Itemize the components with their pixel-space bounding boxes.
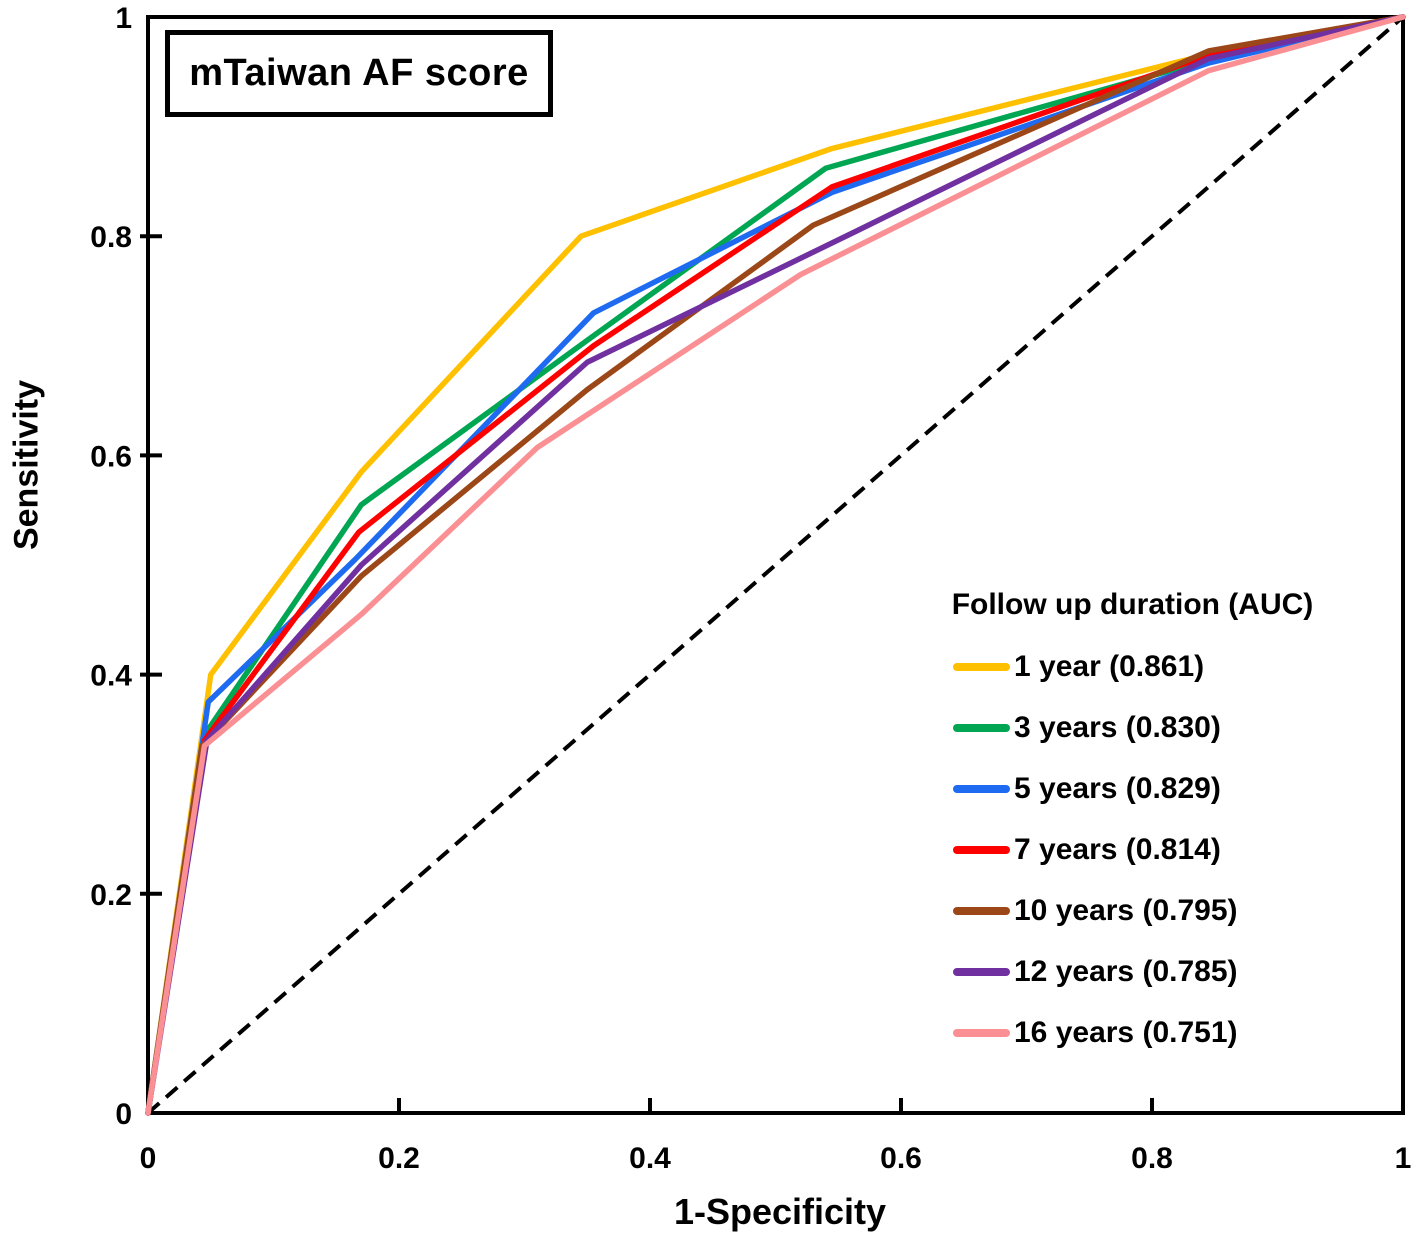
legend-swatch-7-years (953, 845, 1010, 854)
legend-item-7-years: 7 years (0.814) (940, 819, 1325, 880)
legend-swatch-12-years (953, 967, 1010, 976)
legend-item-5-years: 5 years (0.829) (940, 758, 1325, 819)
legend-swatch-3-years (953, 723, 1010, 732)
legend-label-1-year: 1 year (0.861) (1014, 649, 1205, 683)
legend-label-10-years: 10 years (0.795) (1014, 893, 1238, 927)
chart-title: mTaiwan AF score (189, 52, 529, 94)
y-tick-label: 0 (115, 1098, 132, 1131)
chart-title-box: mTaiwan AF score (165, 30, 553, 117)
x-tick-label: 0.2 (378, 1142, 420, 1175)
legend-swatch-1-year (953, 662, 1010, 671)
legend: Follow up duration (AUC) 1 year (0.861) 3… (940, 588, 1325, 1063)
y-tick-label: 0.6 (90, 440, 132, 473)
legend-swatch-10-years (953, 906, 1010, 915)
legend-item-16-years: 16 years (0.751) (940, 1002, 1325, 1063)
legend-label-3-years: 3 years (0.830) (1014, 710, 1221, 744)
x-axis-title: 1-Specificity (673, 1191, 887, 1232)
x-tick-label: 0.8 (1131, 1142, 1173, 1175)
legend-item-1-year: 1 year (0.861) (940, 636, 1325, 697)
roc-line-16-years (145, 14, 1406, 1116)
legend-label-12-years: 12 years (0.785) (1014, 954, 1238, 988)
plot-border (146, 15, 1405, 1115)
roc-line-5-years (145, 14, 1406, 1116)
legend-label-7-years: 7 years (0.814) (1014, 832, 1221, 866)
x-tick-label: 0 (140, 1142, 157, 1175)
legend-swatch-16-years (953, 1028, 1010, 1037)
legend-item-12-years: 12 years (0.785) (940, 941, 1325, 1002)
y-tick-label: 0.2 (90, 879, 132, 912)
x-tick-label: 1 (1395, 1142, 1412, 1175)
legend-item-3-years: 3 years (0.830) (940, 697, 1325, 758)
legend-title: Follow up duration (AUC) (951, 588, 1314, 621)
x-tick-label: 0.4 (629, 1142, 671, 1175)
y-axis-title: Sensitivity (7, 379, 46, 551)
legend-items: 1 year (0.861) 3 years (0.830) 5 years (0.… (940, 636, 1325, 1063)
y-tick-label: 0.4 (90, 660, 132, 693)
x-tick-label: 0.6 (880, 1142, 922, 1175)
legend-label-16-years: 16 years (0.751) (1014, 1015, 1238, 1049)
y-tick-label: 1 (115, 2, 132, 35)
reference-diagonal (146, 15, 1405, 1115)
y-tick-label: 0.8 (90, 221, 132, 254)
legend-swatch-5-years (953, 784, 1010, 793)
legend-item-10-years: 10 years (0.795) (940, 880, 1325, 941)
legend-label-5-years: 5 years (0.829) (1014, 771, 1221, 805)
